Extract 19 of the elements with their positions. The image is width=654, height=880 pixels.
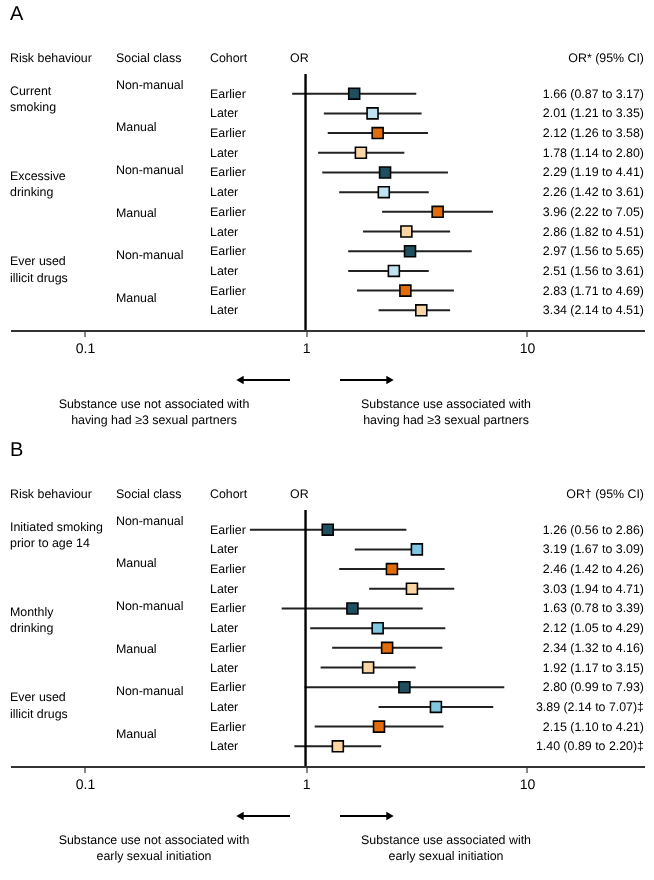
point bbox=[380, 641, 394, 655]
point bbox=[377, 185, 391, 199]
point bbox=[410, 543, 424, 556]
point bbox=[387, 264, 401, 278]
point bbox=[371, 126, 384, 140]
point bbox=[398, 680, 411, 694]
point bbox=[403, 244, 417, 258]
point bbox=[385, 562, 399, 576]
point bbox=[378, 166, 392, 179]
chart-title: B bbox=[10, 440, 24, 462]
chart-title: A bbox=[10, 4, 24, 26]
point bbox=[400, 225, 413, 238]
point bbox=[371, 621, 384, 635]
point bbox=[399, 284, 412, 297]
point bbox=[372, 720, 386, 733]
point bbox=[405, 582, 419, 596]
point bbox=[361, 661, 375, 674]
point bbox=[366, 107, 379, 120]
point bbox=[415, 304, 428, 317]
